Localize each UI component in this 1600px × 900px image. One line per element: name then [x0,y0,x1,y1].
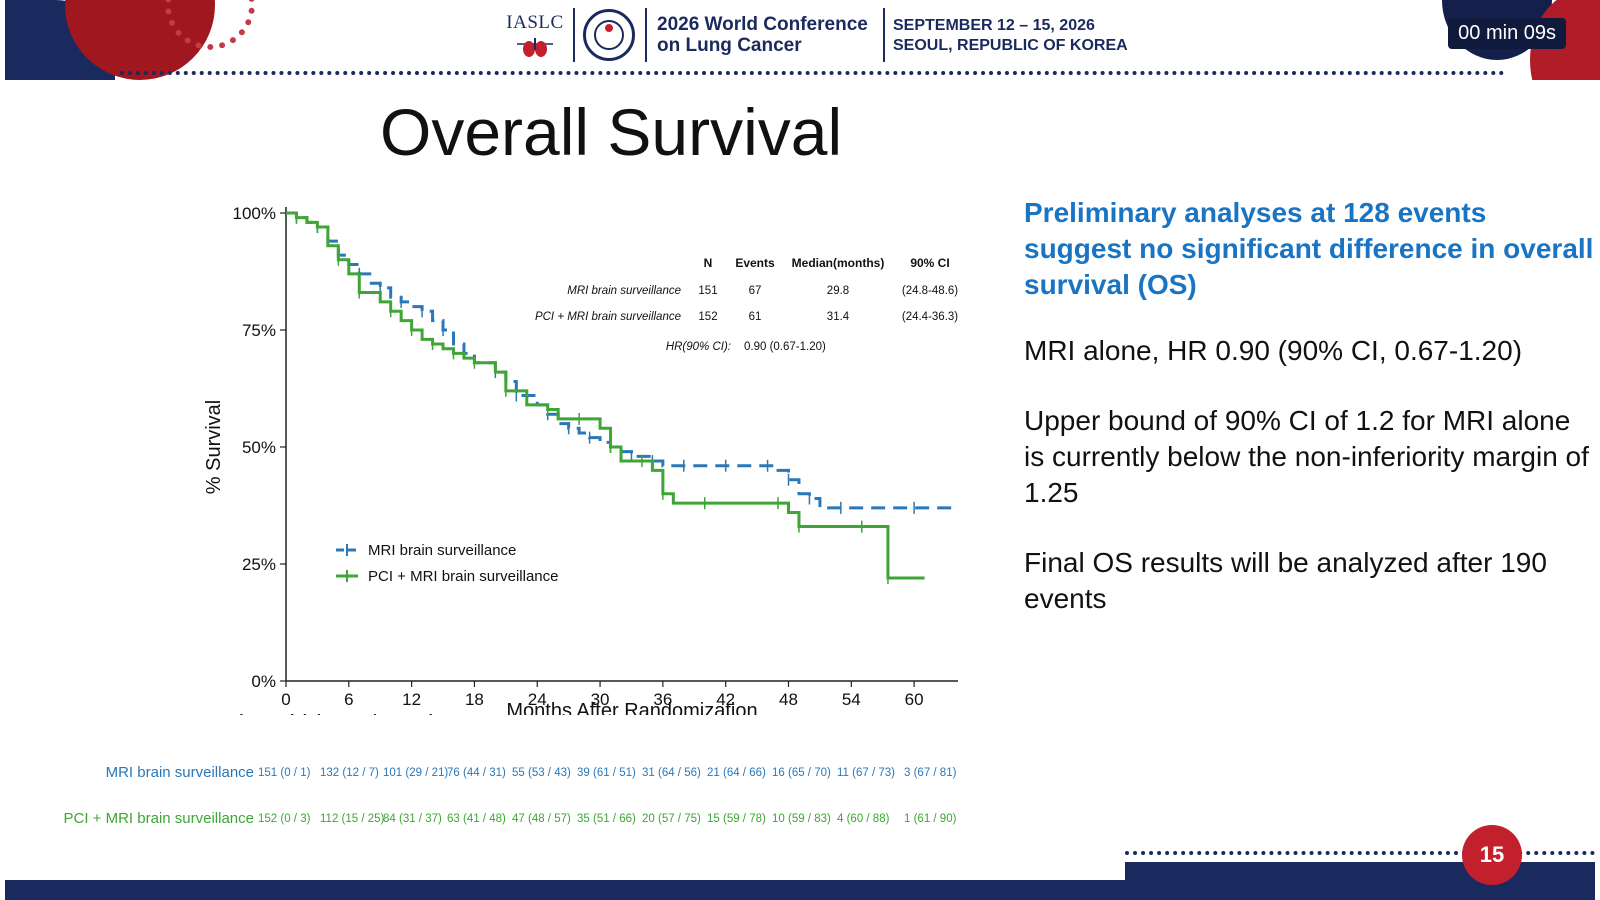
inset-table-cell: 67 [749,285,762,297]
inset-table-cell: (24.4-36.3) [902,311,958,323]
risk-table-cell: 76 (44 / 31) [447,767,506,779]
y-tick-label: 25% [242,555,276,574]
finding-final-os: Final OS results will be analyzed after … [1024,547,1547,614]
risk-table-cell: 4 (60 / 88) [837,813,890,825]
inset-table-cell: 31.4 [827,311,850,323]
inset-table-cell: 151 [698,285,717,297]
inset-table-header: 90% CI [910,256,949,270]
lung-icon [517,38,553,57]
x-tick-label: 60 [905,690,924,709]
risk-table-cell: 151 (0 / 1) [258,767,311,779]
inset-table-cell: 61 [749,311,762,323]
risk-table-cell: 152 (0 / 3) [258,813,311,825]
header-dotted-rule [120,71,1505,75]
header-divider [573,8,575,62]
org-name: IASLC [506,12,564,33]
series-line-2 [286,211,925,580]
x-tick-label: 36 [653,690,672,709]
header-divider [645,8,647,62]
conference-seal-icon [583,9,635,61]
slide-title: Overall Survival [380,95,843,169]
risk-table-cell: 31 (64 / 56) [642,767,701,779]
risk-table-cell: 21 (64 / 66) [707,767,766,779]
x-tick-label: 30 [591,690,610,709]
footer-bar [5,880,1595,900]
inset-hr-label: HR(90% CI): [666,341,731,353]
risk-table-cell: 3 (67 / 81) [904,767,957,779]
conference-location: SEOUL, REPUBLIC OF KOREA [893,37,1128,54]
risk-table-cell: 15 (59 / 78) [707,813,766,825]
inset-table-header: Events [735,256,775,270]
risk-table-cell: 63 (41 / 48) [447,813,506,825]
x-tick-label: 0 [281,690,290,709]
finding-hr: MRI alone, HR 0.90 (90% CI, 0.67-1.20) [1024,335,1523,366]
x-tick-label: 6 [344,690,353,709]
inset-table-header: N [704,256,713,270]
risk-table-cell: 16 (65 / 70) [772,767,831,779]
y-tick-label: 100% [233,204,276,223]
risk-table-cell: 11 (67 / 73) [837,767,895,779]
risk-table-cell: 55 (53 / 43) [512,767,571,779]
risk-table-cell: 10 (59 / 83) [772,813,831,825]
inset-hr-value: 0.90 (0.67-1.20) [744,341,826,353]
series-line-1 [286,211,956,510]
legend-label: PCI + MRI brain surveillance [368,568,559,585]
legend-label: MRI brain surveillance [368,542,516,559]
risk-table-cell: 101 (29 / 21) [383,767,449,779]
risk-table-row-label: MRI brain surveillance [105,764,254,781]
x-tick-label: 12 [402,690,421,709]
chart-axes: 0% 25% 50% 75% 100% 0 6 12 18 24 30 36 42 48 54 60 [233,204,958,709]
header-divider [883,8,885,62]
risk-table-cell: 35 (51 / 66) [577,813,636,825]
y-tick-label: 0% [251,672,276,691]
chart-labels: Months After Randomization % Survival Numb… [203,256,958,715]
inset-table-cell: (24.8-48.6) [902,285,958,297]
footer-bar-step [1125,862,1595,882]
risk-table-cell: 84 (31 / 37) [383,813,442,825]
risk-table-cell: 132 (12 / 7) [320,767,379,779]
x-axis-title: Months After Randomization [506,700,757,715]
conference-dates: SEPTEMBER 12 – 15, 2026 [893,17,1095,34]
risk-table-cell: 20 (57 / 75) [642,813,701,825]
risk-table-row-label: PCI + MRI brain surveillance [63,810,255,827]
inset-table-cell: 29.8 [827,285,849,297]
y-tick-label: 50% [242,438,276,457]
inset-table-header: Median(months) [792,256,885,270]
chart-series [286,211,956,585]
risk-table-cell: 112 (15 / 25) [320,813,385,825]
conference-name-line1: 2026 World Conference [657,14,868,35]
survival-chart: 0% 25% 50% 75% 100% 0 6 12 18 24 30 36 42 48 54 60 Mont… [203,204,958,715]
header-bar [5,0,1595,80]
finding-upper-bound: Upper bound of 90% CI of 1.2 for MRI alo… [1024,405,1589,508]
risk-table-cell: 47 (48 / 57) [512,813,571,825]
conference-name: 2026 World Conference on Lung Cancer [657,14,868,56]
key-findings: Preliminary analyses at 128 events sugge… [1024,195,1594,617]
x-tick-label: 48 [779,690,798,709]
header-decoration-left [5,0,255,80]
x-tick-label: 24 [528,690,547,709]
conference-date-location: SEPTEMBER 12 – 15, 2026 SEOUL, REPUBLIC … [893,16,1128,56]
risk-table-title: Number at risk (events / censor) [206,712,434,715]
y-axis-title: % Survival [203,400,225,494]
iaslc-logo: IASLC [505,12,565,58]
key-finding-highlight: Preliminary analyses at 128 events sugge… [1024,197,1594,300]
inset-table-cell: 152 [698,311,717,323]
risk-table-cell: 39 (61 / 51) [577,767,636,779]
inset-table-row-label: MRI brain surveillance [567,285,681,297]
x-tick-label: 18 [465,690,484,709]
y-tick-label: 75% [242,321,276,340]
footer-dotted-rule [1125,851,1595,855]
conference-name-line2: on Lung Cancer [657,35,802,56]
session-timer: 00 min 09s [1448,18,1566,49]
x-tick-label: 42 [716,690,735,709]
page-number-badge: 15 [1462,825,1522,885]
risk-table-cell: 1 (61 / 90) [904,813,957,825]
inset-table-row-label: PCI + MRI brain surveillance [535,311,681,323]
x-tick-label: 54 [842,690,861,709]
